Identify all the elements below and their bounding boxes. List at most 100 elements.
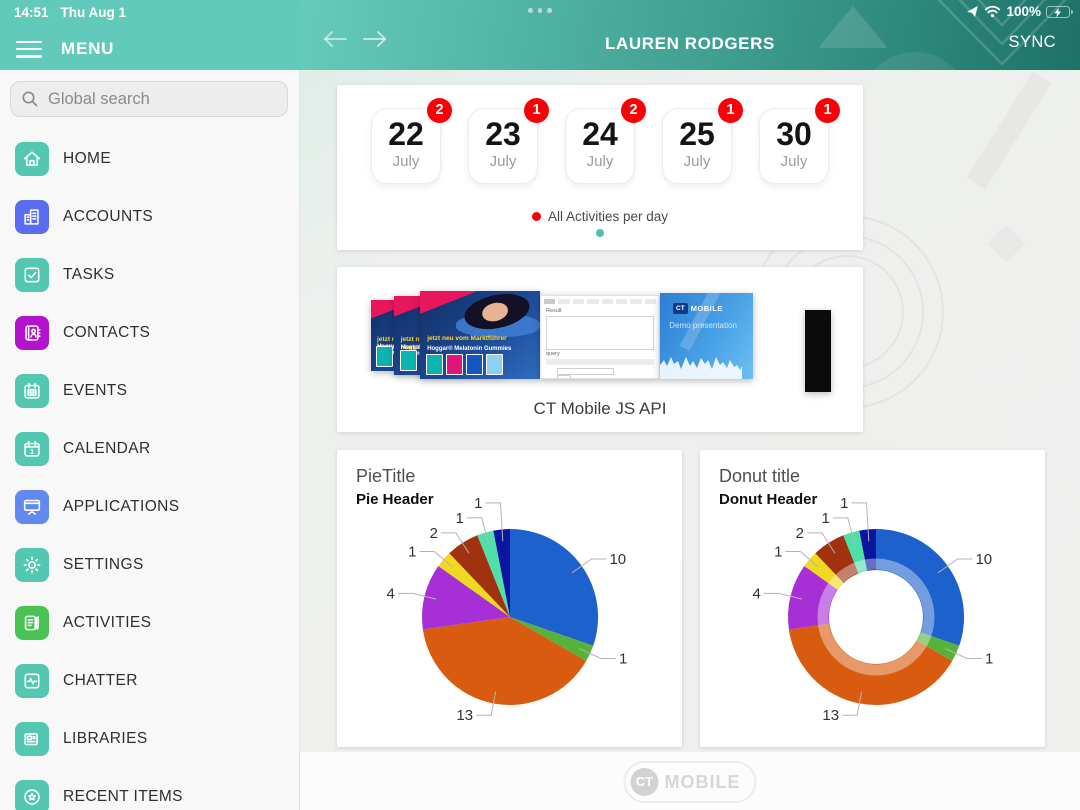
date-day: 30 (776, 116, 812, 152)
ct-mobile-logo: CT MOBILE (623, 761, 757, 803)
battery-percent: 100% (1006, 4, 1041, 19)
wifi-icon (985, 5, 1001, 18)
sidebar-item-label: CHATTER (63, 672, 138, 689)
battery-icon (1046, 5, 1073, 18)
date-month: July (683, 153, 711, 170)
svg-text:4: 4 (752, 585, 760, 602)
svg-text:1: 1 (840, 495, 848, 512)
calendar-grid-icon (15, 374, 49, 408)
presentation-carousel-card: jetzt neu vom Marktführer Hoggar® Melato… (337, 267, 863, 432)
status-bar-right: 100% (966, 4, 1073, 19)
presentation-icon (15, 490, 49, 524)
sync-button[interactable]: SYNC (1003, 32, 1062, 53)
svg-text:1: 1 (408, 544, 416, 561)
date-tile[interactable]: 2 24 July (565, 98, 646, 184)
star-circle-icon (15, 780, 49, 810)
search-icon (22, 91, 38, 107)
sidebar-item-applications[interactable]: APPLICATIONS (0, 478, 299, 536)
sidebar-item-calendar[interactable]: 1 CALENDAR (0, 420, 299, 478)
buildings-icon (15, 200, 49, 234)
svg-text:1: 1 (985, 651, 993, 668)
activity-count-badge: 2 (427, 98, 452, 123)
presentation-thumbnail-webform[interactable]: Result query (540, 295, 660, 379)
date-tile[interactable]: 2 22 July (371, 98, 452, 184)
svg-text:1: 1 (455, 510, 463, 527)
sidebar-header: 14:51 Thu Aug 1 MENU (0, 0, 300, 70)
home-icon (15, 142, 49, 176)
sidebar-item-libraries[interactable]: LIBRARIES (0, 710, 299, 768)
sidebar-item-label: HOME (63, 150, 112, 167)
sidebar-item-recent-items[interactable]: RECENT ITEMS (0, 768, 299, 810)
sidebar-item-home[interactable]: HOME (0, 130, 299, 188)
date-day: 25 (679, 116, 715, 152)
ct-logo-circle: CT (630, 768, 659, 796)
newspaper-icon (15, 722, 49, 756)
sidebar-item-settings[interactable]: SETTINGS (0, 536, 299, 594)
legend-label: All Activities per day (547, 209, 669, 224)
top-navigation-bar: 100% LAUREN RODGERS SYNC (300, 0, 1080, 70)
svg-text:1: 1 (821, 510, 829, 527)
crowd-silhouette (660, 357, 742, 379)
presentation-thumbnail-front[interactable]: jetzt neu vom Marktführer Hoggar® Melato… (420, 291, 540, 379)
presentation-thumbnail-demo[interactable]: CT MOBILE Demo presentation (660, 293, 753, 379)
sidebar-item-accounts[interactable]: ACCOUNTS (0, 188, 299, 246)
svg-text:10: 10 (975, 551, 992, 568)
contact-book-icon (15, 316, 49, 350)
date-tiles-row: 2 22 July 1 23 July 2 24 July 1 25 July … (337, 98, 863, 184)
menu-label: MENU (61, 39, 115, 59)
sidebar-item-label: SETTINGS (63, 556, 144, 573)
chart-header: Donut Header (719, 491, 818, 508)
chart-header: Pie Header (356, 491, 434, 508)
sidebar-item-activities[interactable]: ACTIVITIES (0, 594, 299, 652)
svg-text:1: 1 (619, 651, 627, 668)
multitask-indicator-dots (528, 8, 552, 13)
sidebar-body: HOME ACCOUNTS TASKS CONTACTS EVENTS 1 CA… (0, 70, 300, 810)
chart-title: PieTitle (356, 466, 416, 486)
hamburger-menu-icon[interactable] (16, 36, 43, 62)
donut-chart-card: Donut title Donut Header 10 1 13 4 1 2 1 1 (700, 450, 1045, 747)
date-day: 24 (582, 116, 618, 152)
sidebar-item-events[interactable]: EVENTS (0, 362, 299, 420)
date-month: July (489, 153, 517, 170)
sidebar-item-chatter[interactable]: CHATTER (0, 652, 299, 710)
pie-chart-card: PieTitle Pie Header 10 1 13 4 1 2 1 1 (337, 450, 682, 747)
date-tile[interactable]: 1 23 July (468, 98, 549, 184)
carousel-page-dot[interactable] (596, 229, 604, 237)
date-tile[interactable]: 1 25 July (662, 98, 743, 184)
forward-button[interactable] (362, 30, 388, 51)
notes-pencil-icon (15, 606, 49, 640)
location-icon (967, 5, 979, 17)
search-input[interactable] (46, 88, 277, 110)
svg-text:1: 1 (474, 495, 482, 512)
carousel-caption: CT Mobile JS API (533, 399, 667, 418)
sidebar-item-contacts[interactable]: CONTACTS (0, 304, 299, 362)
activity-count-badge: 2 (621, 98, 646, 123)
date-day: 23 (485, 116, 521, 152)
global-search-box[interactable] (10, 81, 288, 117)
sidebar-item-label: TASKS (63, 266, 115, 283)
back-button[interactable] (322, 30, 348, 51)
chart-legend: All Activities per day (337, 209, 863, 224)
activity-count-badge: 1 (524, 98, 549, 123)
sidebar-item-label: RECENT ITEMS (63, 788, 183, 805)
svg-text:1: 1 (30, 449, 34, 456)
svg-text:2: 2 (430, 525, 438, 542)
date-tile[interactable]: 1 30 July (759, 98, 840, 184)
presentation-thumbnail-next[interactable] (805, 310, 831, 392)
sidebar-item-label: CONTACTS (63, 324, 151, 341)
activity-count-badge: 1 (718, 98, 743, 123)
date-day: 22 (388, 116, 424, 152)
gear-icon (15, 548, 49, 582)
calendar-day-icon: 1 (15, 432, 49, 466)
sidebar: 14:51 Thu Aug 1 MENU HOME ACCOUNTS TASKS … (0, 0, 300, 810)
page-title: LAUREN RODGERS (605, 34, 775, 53)
status-date: Thu Aug 1 (60, 5, 127, 20)
chart-title: Donut title (719, 466, 801, 486)
date-month: July (780, 153, 808, 170)
sidebar-item-tasks[interactable]: TASKS (0, 246, 299, 304)
sidebar-item-label: ACTIVITIES (63, 614, 152, 631)
main-content: 2 22 July 1 23 July 2 24 July 1 25 July … (300, 70, 1080, 752)
